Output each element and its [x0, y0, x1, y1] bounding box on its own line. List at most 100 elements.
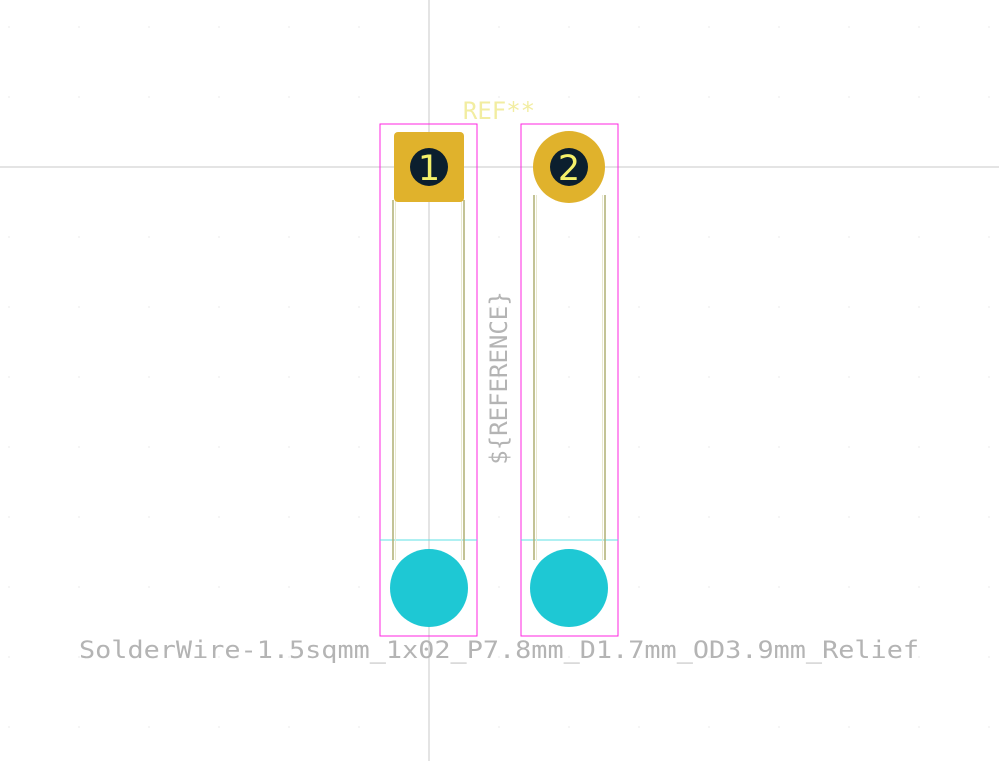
footprint-value-label[interactable]: SolderWire-1.5sqmm_1x02_P7.8mm_D1.7mm_OD… — [79, 636, 919, 664]
grid-dot — [78, 236, 80, 238]
courtyard-outline-1 — [379, 123, 478, 637]
grid-dot — [988, 516, 990, 518]
wire-outline-2 — [533, 195, 606, 560]
grid-dot — [148, 656, 150, 658]
grid-dot — [358, 726, 360, 728]
grid-dot — [498, 586, 500, 588]
pad-1-drill-hole — [410, 148, 448, 186]
grid-dot — [218, 306, 220, 308]
grid-dot — [988, 446, 990, 448]
grid-dot — [708, 446, 710, 448]
grid-dot — [288, 656, 290, 658]
grid-dot — [288, 96, 290, 98]
pad-2[interactable]: 2 — [533, 131, 605, 203]
grid-dot — [288, 236, 290, 238]
grid-dot — [498, 306, 500, 308]
pad-1[interactable]: 1 — [394, 132, 464, 202]
grid-dot — [358, 656, 360, 658]
grid-dot — [498, 726, 500, 728]
grid-dot — [358, 586, 360, 588]
grid-dot — [218, 656, 220, 658]
grid-dot — [358, 236, 360, 238]
grid-dot — [708, 236, 710, 238]
grid-dot — [78, 516, 80, 518]
grid-dot — [8, 446, 10, 448]
grid-dot — [638, 376, 640, 378]
grid-dot — [918, 236, 920, 238]
grid-dot — [358, 96, 360, 98]
grid-dot — [288, 516, 290, 518]
grid-dot — [358, 306, 360, 308]
grid-dot — [638, 26, 640, 28]
grid-dot — [988, 376, 990, 378]
grid-dot — [288, 586, 290, 588]
grid-dot — [568, 656, 570, 658]
grid-dot — [218, 586, 220, 588]
grid-dot — [568, 516, 570, 518]
grid-dot — [568, 726, 570, 728]
grid-dot — [78, 586, 80, 588]
grid-dot — [848, 236, 850, 238]
grid-dot — [568, 26, 570, 28]
grid-dot — [358, 26, 360, 28]
grid-dot — [638, 726, 640, 728]
grid-dot — [778, 586, 780, 588]
grid-dot — [918, 656, 920, 658]
grid-dot — [778, 236, 780, 238]
grid-dot — [288, 726, 290, 728]
grid-dot — [778, 656, 780, 658]
grid-dot — [708, 516, 710, 518]
grid-dot — [498, 96, 500, 98]
grid-dot — [8, 516, 10, 518]
grid-dot — [358, 516, 360, 518]
grid-dot — [708, 306, 710, 308]
grid-dot — [638, 96, 640, 98]
grid-dot — [848, 26, 850, 28]
grid-dot — [568, 236, 570, 238]
grid-dot — [78, 726, 80, 728]
grid-dot — [288, 306, 290, 308]
grid-dot — [778, 726, 780, 728]
grid-dot — [8, 96, 10, 98]
grid-dot — [918, 446, 920, 448]
grid-dot — [848, 306, 850, 308]
pad-2-drill-hole — [550, 148, 588, 186]
grid-dot — [148, 26, 150, 28]
grid-dot — [218, 26, 220, 28]
grid-dot — [918, 726, 920, 728]
grid-dot — [148, 726, 150, 728]
grid-dot — [638, 306, 640, 308]
grid-dot — [288, 376, 290, 378]
grid-dot — [568, 96, 570, 98]
grid-dot — [358, 446, 360, 448]
grid-dot — [708, 96, 710, 98]
grid-dot — [78, 306, 80, 308]
grid-dot — [148, 376, 150, 378]
grid-dot — [148, 586, 150, 588]
grid-dot — [638, 446, 640, 448]
grid-dot — [498, 516, 500, 518]
grid-dot — [78, 96, 80, 98]
grid-dot — [288, 446, 290, 448]
courtyard-outline-2 — [520, 123, 619, 637]
grid-dot — [778, 516, 780, 518]
reference-field-label[interactable]: ${REFERENCE} — [485, 291, 513, 464]
grid-dot — [918, 586, 920, 588]
grid-dot — [918, 516, 920, 518]
grid-dot — [568, 446, 570, 448]
grid-dot — [218, 516, 220, 518]
grid-dot — [78, 26, 80, 28]
grid-dot — [148, 446, 150, 448]
grid-dot — [8, 656, 10, 658]
ref-designator-label[interactable]: REF** — [463, 97, 535, 125]
grid-dot — [8, 236, 10, 238]
grid-dot — [218, 376, 220, 378]
grid-dot — [148, 516, 150, 518]
grid-dot — [848, 96, 850, 98]
grid-dot — [148, 236, 150, 238]
grid-dot — [638, 236, 640, 238]
grid-dot — [498, 236, 500, 238]
grid-dot — [498, 656, 500, 658]
grid-dot — [848, 726, 850, 728]
